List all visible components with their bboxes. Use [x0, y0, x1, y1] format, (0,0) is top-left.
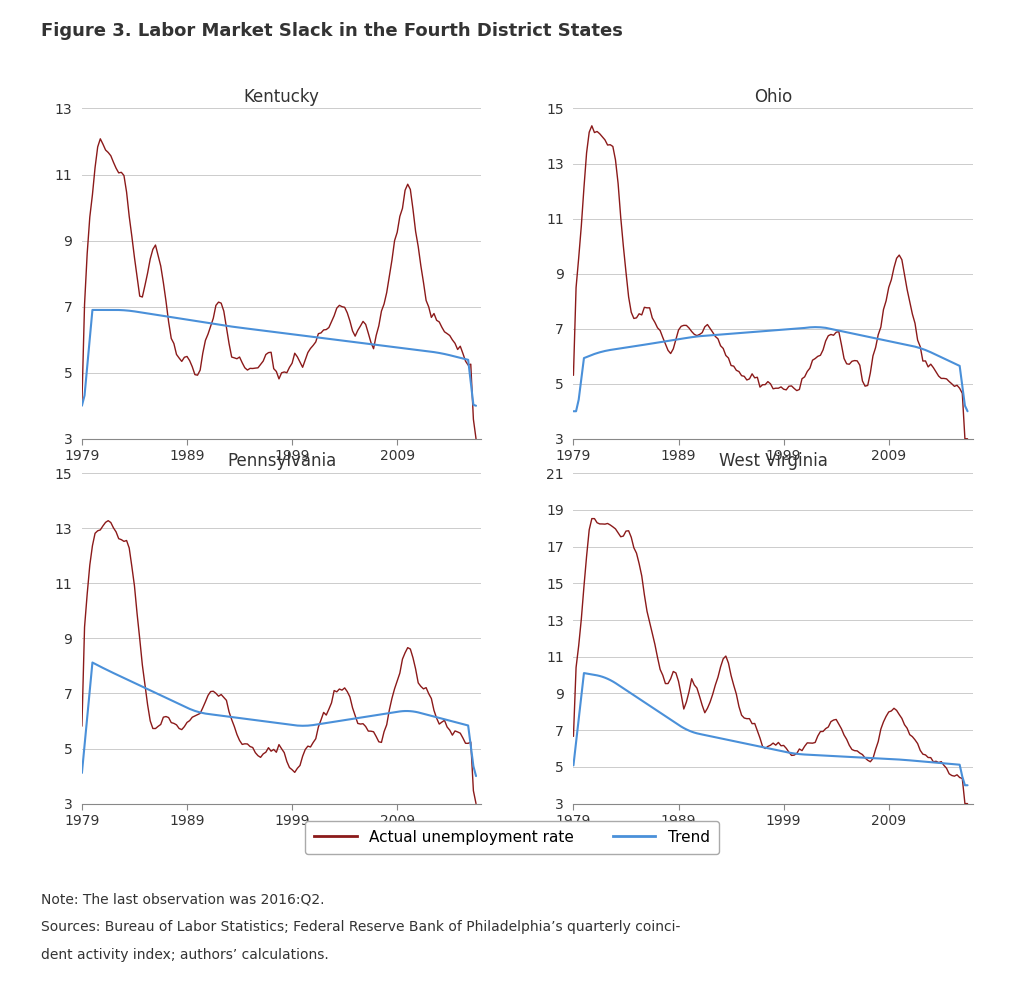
- Title: West Virginia: West Virginia: [719, 453, 827, 470]
- Title: Kentucky: Kentucky: [244, 88, 319, 106]
- Text: dent activity index; authors’ calculations.: dent activity index; authors’ calculatio…: [41, 948, 329, 961]
- Legend: Actual unemployment rate, Trend: Actual unemployment rate, Trend: [305, 820, 719, 854]
- Title: Pennsylvania: Pennsylvania: [227, 453, 336, 470]
- Title: Ohio: Ohio: [754, 88, 793, 106]
- Text: Figure 3. Labor Market Slack in the Fourth District States: Figure 3. Labor Market Slack in the Four…: [41, 22, 623, 39]
- Text: Sources: Bureau of Labor Statistics; Federal Reserve Bank of Philadelphia’s quar: Sources: Bureau of Labor Statistics; Fed…: [41, 920, 680, 934]
- Text: Note: The last observation was 2016:Q2.: Note: The last observation was 2016:Q2.: [41, 892, 325, 906]
